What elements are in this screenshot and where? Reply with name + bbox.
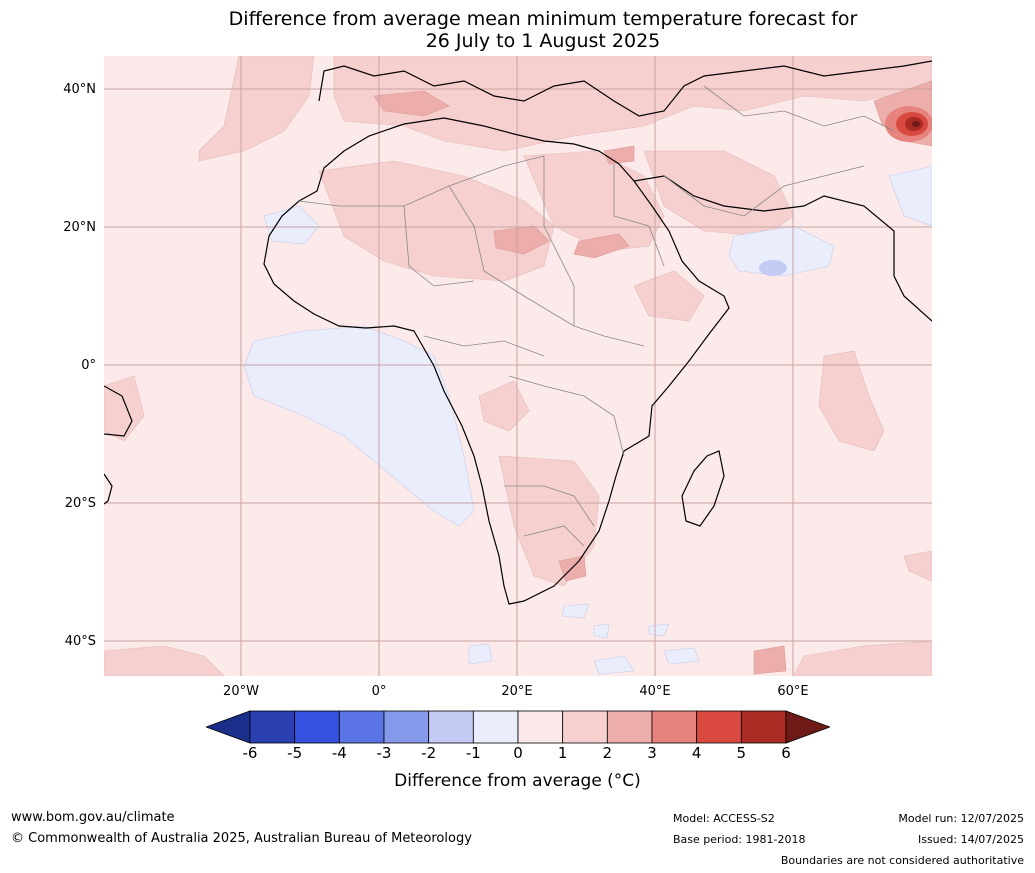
lon-label-40e: 40°E (639, 684, 671, 699)
colorbar-swatch (740, 710, 787, 744)
madagascar-coastline (681, 450, 725, 527)
lon-label-20e: 20°E (501, 684, 533, 699)
colorbar-tick-label: -4 (331, 744, 347, 762)
gridlines (104, 56, 932, 676)
colorbar-tick-label: 3 (647, 744, 657, 762)
colorbar-swatch (517, 710, 564, 744)
map-background (104, 56, 932, 676)
arabia-coastline (633, 175, 932, 322)
model-text: Model: ACCESS-S2 (673, 812, 775, 825)
colorbar-tick-label: -2 (421, 744, 437, 762)
colorbar-swatch (383, 710, 430, 744)
lon-label-20w: 20°W (223, 684, 259, 699)
lon-label-0: 0° (371, 684, 387, 699)
title-line-2: 26 July to 1 August 2025 (425, 30, 661, 52)
lat-label-0: 0° (81, 358, 96, 373)
website-link[interactable]: www.bom.gov.au/climate (11, 810, 175, 825)
colorbar-extend-high (785, 710, 832, 744)
base-period-text: Base period: 1981-2018 (673, 833, 806, 846)
colorbar-tick-label: -1 (465, 744, 481, 762)
disclaimer-text: Boundaries are not considered authoritat… (780, 854, 1024, 867)
colorbar-swatch (249, 710, 296, 744)
europe-coastline (318, 60, 932, 117)
lat-label-20n: 20°N (63, 220, 96, 235)
colorbar-tick-label: 5 (736, 744, 747, 762)
colorbar-swatch (472, 710, 519, 744)
colorbar-swatch (606, 710, 653, 744)
africa-coastline (263, 117, 730, 605)
copyright-text: © Commonwealth of Australia 2025, Austra… (11, 831, 472, 846)
issued-text: Issued: 14/07/2025 (917, 833, 1024, 846)
lat-label-40s: 40°S (64, 634, 96, 649)
forecast-map (104, 56, 932, 676)
map-title: Difference from average mean minimum tem… (0, 8, 1035, 52)
colorbar-swatch (651, 710, 698, 744)
colorbar-tick-label: 6 (781, 744, 791, 762)
atlantic-island-coast (104, 385, 133, 437)
colorbar-swatch (294, 710, 340, 744)
map-svg (104, 56, 932, 676)
colorbar-swatch (428, 710, 474, 744)
anomaly-hotspot (885, 106, 932, 142)
colorbar-swatch (696, 710, 742, 744)
colorbar-swatch (562, 710, 608, 744)
country-borders (298, 85, 895, 547)
colorbar-tick-label: 1 (557, 744, 568, 762)
model-run-text: Model run: 12/07/2025 (898, 812, 1024, 825)
colorbar (204, 710, 832, 748)
colorbar-svg (204, 710, 832, 744)
south-america-coast (104, 473, 113, 505)
title-line-1: Difference from average mean minimum tem… (228, 8, 858, 30)
colorbar-tick-label: -5 (287, 744, 303, 762)
colorbar-tick-label: 0 (513, 744, 523, 762)
colorbar-tick-label: -6 (242, 744, 258, 762)
colorbar-tick-label: -3 (376, 744, 392, 762)
lat-label-40n: 40°N (63, 82, 96, 97)
colorbar-label: Difference from average (°C) (394, 771, 641, 791)
colorbar-swatch (338, 710, 385, 744)
anomaly-neg-regions (243, 165, 932, 675)
lat-label-20s: 20°S (64, 496, 96, 511)
colorbar-tick-label: 4 (691, 744, 702, 762)
colorbar-tick-label: 2 (602, 744, 613, 762)
lon-label-60e: 60°E (777, 684, 809, 699)
colorbar-extend-low (204, 710, 251, 744)
cool-spot-arabian-sea (759, 260, 787, 276)
anomaly-1-2-regions (104, 56, 932, 676)
